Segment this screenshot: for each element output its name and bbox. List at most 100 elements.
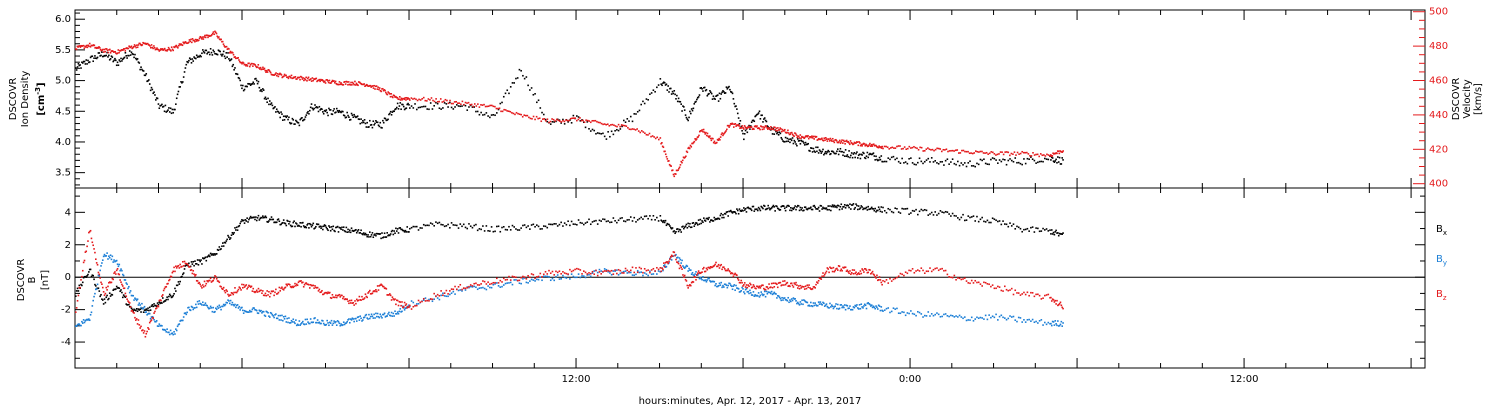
data-point [751,294,754,296]
data-point [229,299,232,302]
data-point [572,114,575,117]
data-point [279,116,282,119]
data-point [194,38,197,41]
data-point [662,269,664,272]
data-point [145,332,148,335]
data-point [121,285,124,287]
data-point [253,307,255,309]
data-point [689,284,692,287]
data-point [433,292,435,295]
data-point [236,304,239,306]
data-point [77,294,80,297]
data-point [732,285,735,287]
data-point [236,290,239,292]
data-point [440,223,442,226]
data-point [878,208,881,211]
data-point [75,67,77,69]
data-point [1055,229,1057,232]
data-point [205,259,208,262]
data-point [880,147,883,149]
data-point [970,279,973,282]
data-point [709,221,711,223]
data-point [373,234,375,236]
data-point [211,34,213,36]
data-point [819,301,822,303]
data-point [428,298,430,301]
data-point [728,85,730,88]
data-point [502,284,505,286]
data-point [97,47,100,49]
data-point [336,109,339,112]
data-point [1028,158,1030,161]
data-point [255,79,258,82]
data-point [147,80,149,82]
data-point [92,244,94,247]
data-point [516,77,519,79]
data-point [730,91,733,93]
data-point [850,308,852,311]
data-point [804,206,807,209]
data-point [559,120,561,122]
data-point [953,274,956,277]
data-point [468,223,470,225]
data-point [321,225,323,228]
data-point [830,150,833,153]
data-point [335,226,337,229]
data-point [234,227,236,229]
data-point [134,309,136,311]
data-point [920,313,923,315]
data-point [677,169,679,172]
data-point [227,52,229,54]
data-point [957,217,959,219]
data-point [970,165,973,167]
data-point [883,160,886,163]
data-point [284,315,287,318]
data-point [672,173,675,176]
data-point [155,320,158,322]
data-point [368,236,370,238]
data-point [650,135,652,138]
data-point [856,208,859,211]
data-point [692,274,695,276]
data-point [744,129,747,132]
data-point [690,108,693,110]
data-point [871,145,873,147]
data-point [775,205,777,207]
data-point [393,298,395,301]
data-point [392,298,395,300]
data-point [711,98,714,100]
data-point [86,245,88,248]
data-point [487,115,489,117]
data-point [1035,153,1037,156]
data-point [329,296,332,299]
data-point [238,77,241,80]
data-point [675,173,677,175]
data-point [689,112,692,115]
data-point [718,92,721,95]
data-point [562,118,564,121]
data-point [759,128,761,131]
data-point [405,99,407,101]
data-point [923,160,926,163]
data-point [217,249,220,252]
data-point [653,136,655,138]
data-point [84,275,87,278]
data-point [1015,154,1017,156]
data-point [670,93,673,95]
data-point [272,218,275,221]
data-point [385,236,388,238]
data-point [687,287,689,289]
data-point [314,285,316,287]
data-point [222,50,225,53]
data-point [517,112,519,115]
data-point [499,286,502,288]
data-point [569,117,572,120]
data-point [850,271,853,274]
data-point [871,270,874,273]
data-point [395,106,398,109]
data-point [288,322,291,324]
data-point [175,97,178,100]
data-point [823,275,825,277]
data-point [923,150,926,152]
data-point [770,290,773,293]
